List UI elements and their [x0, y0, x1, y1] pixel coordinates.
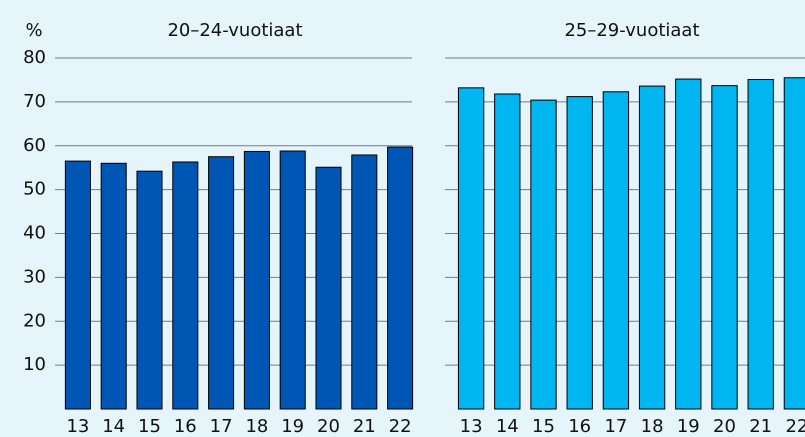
x-tick-label: 21 — [353, 416, 376, 437]
x-tick-label: 20 — [713, 416, 736, 437]
x-tick-label: 15 — [138, 416, 161, 437]
bar — [602, 91, 630, 410]
y-tick-label: 60 — [23, 135, 46, 156]
x-tick-label: 16 — [568, 416, 591, 437]
x-tick-label: 13 — [66, 416, 89, 437]
bar — [494, 93, 521, 410]
x-tick-label: 18 — [245, 416, 268, 437]
x-tick-label: 19 — [281, 416, 304, 437]
x-tick-label: 15 — [532, 416, 555, 437]
bar — [530, 99, 557, 410]
x-tick-label: 13 — [460, 416, 483, 437]
bar — [100, 162, 127, 410]
bar — [64, 160, 91, 410]
x-tick-label: 20 — [317, 416, 340, 437]
bar — [243, 150, 270, 410]
bar — [711, 85, 738, 410]
bar — [387, 146, 414, 410]
x-tick-label: 17 — [604, 416, 627, 437]
bar — [783, 77, 805, 410]
x-tick-label: 14 — [102, 416, 125, 437]
y-tick-label: 80 — [23, 47, 46, 68]
y-tick-label: 10 — [23, 354, 46, 375]
x-tick-label: 19 — [677, 416, 700, 437]
y-tick-label: 50 — [23, 179, 46, 200]
y-axis-label: % — [25, 20, 42, 41]
panel-title: 25–29-vuotiaat — [564, 20, 699, 41]
x-tick-label: 21 — [749, 416, 772, 437]
x-tick-label: 14 — [496, 416, 519, 437]
bar — [172, 161, 199, 410]
panel-title: 20–24-vuotiaat — [167, 20, 302, 41]
bar — [279, 150, 306, 410]
x-tick-label: 16 — [174, 416, 197, 437]
y-tick-label: 20 — [23, 310, 46, 331]
x-tick-label: 17 — [210, 416, 233, 437]
bar — [136, 170, 163, 410]
y-tick-label: 70 — [23, 91, 46, 112]
x-tick-label: 22 — [389, 416, 412, 437]
y-tick-label: 40 — [23, 223, 46, 244]
bar — [208, 156, 235, 410]
bar — [457, 87, 485, 410]
x-tick-label: 22 — [785, 416, 805, 437]
bar — [675, 78, 702, 410]
bar — [315, 166, 342, 410]
bar — [566, 96, 593, 410]
x-tick-label: 18 — [641, 416, 664, 437]
bar — [638, 85, 666, 410]
bar — [351, 154, 378, 410]
bar — [747, 78, 774, 410]
y-tick-label: 30 — [23, 266, 46, 287]
